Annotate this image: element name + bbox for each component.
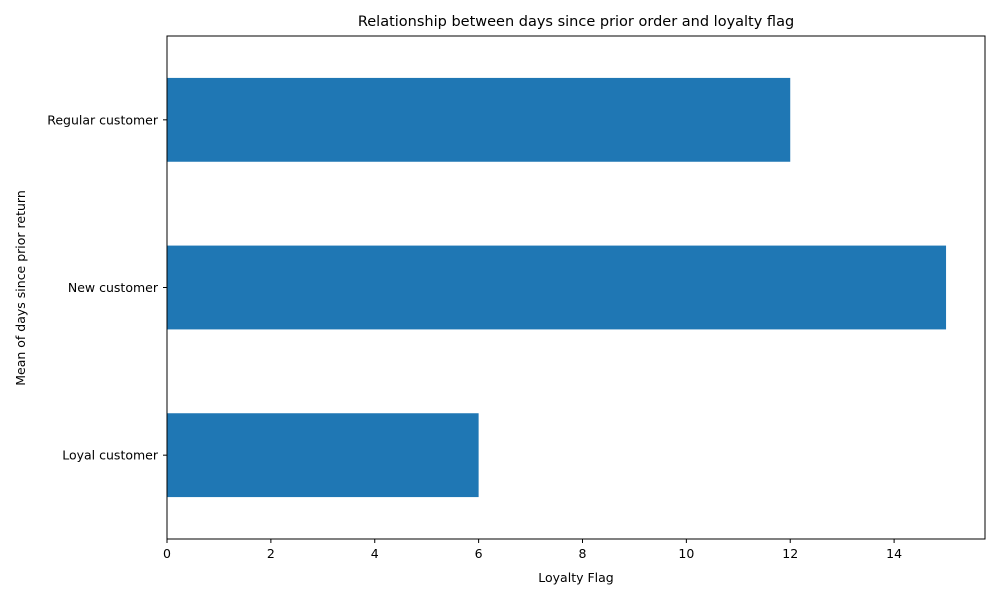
y-axis-label: Mean of days since prior return — [13, 190, 28, 386]
x-tick-label: 14 — [886, 546, 902, 561]
plot-frame — [166, 35, 986, 540]
bar-loyal-customer — [167, 413, 479, 498]
y-tick-label: New customer — [68, 280, 159, 295]
chart-title: Relationship between days since prior or… — [358, 14, 794, 30]
x-axis-label: Loyalty Flag — [538, 570, 613, 585]
bars-group — [167, 77, 947, 498]
bar-regular-customer — [167, 77, 791, 162]
y-tick-label: Regular customer — [47, 112, 159, 127]
x-tick-label: 2 — [267, 546, 275, 561]
y-tick-label: Loyal customer — [62, 448, 159, 463]
x-tick-label: 12 — [782, 546, 798, 561]
x-tick-label: 10 — [678, 546, 694, 561]
x-tick-label: 0 — [163, 546, 171, 561]
bar-new-customer — [167, 245, 947, 330]
x-axis-ticks: 0 2 4 6 8 10 12 14 — [163, 539, 902, 561]
x-tick-label: 8 — [579, 546, 587, 561]
y-axis-ticks: Loyal customer New customer Regular custom… — [47, 112, 167, 463]
x-tick-label: 4 — [371, 546, 379, 561]
x-tick-label: 6 — [475, 546, 483, 561]
